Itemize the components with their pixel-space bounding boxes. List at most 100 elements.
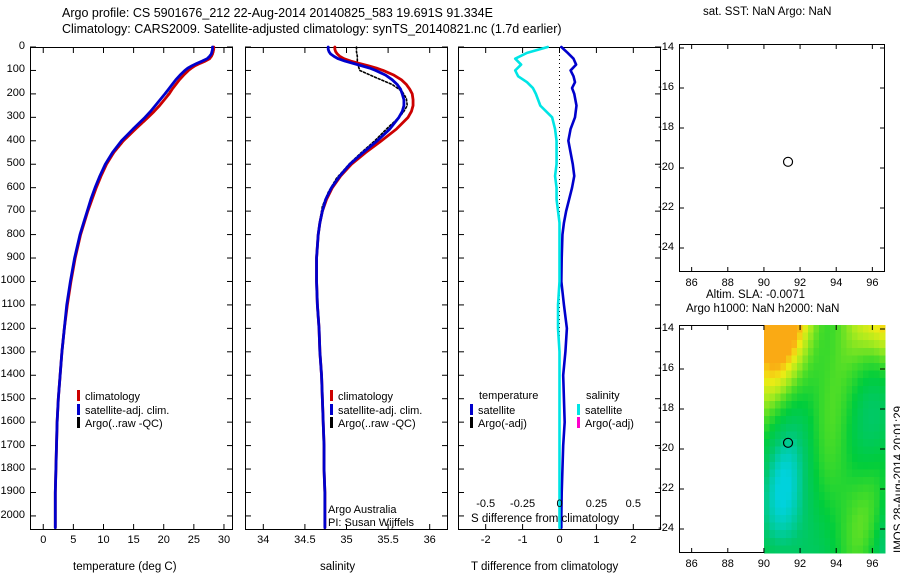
map-y-tick-label: -14 bbox=[658, 41, 674, 53]
sla-title-line-1: Altim. SLA: -0.0071 bbox=[706, 289, 806, 301]
legend-item: Argo(..raw -QC) bbox=[77, 417, 169, 431]
legend-color-swatch bbox=[577, 403, 580, 415]
s-difference-tick-label: -0.25 bbox=[510, 498, 536, 510]
t-difference-axis-label: T difference from climatology bbox=[471, 561, 619, 573]
legend-item-label: satellite bbox=[478, 404, 516, 417]
salinity-tick-label: 34 bbox=[257, 534, 270, 546]
pi-annotation: PI: Susan Wijffels bbox=[328, 517, 414, 529]
legend-item-label: satellite-adj. clim. bbox=[338, 404, 423, 417]
depth-tick-label: 0 bbox=[18, 40, 25, 52]
legend-item-label: Argo(..raw -QC) bbox=[338, 418, 416, 430]
depth-tick-label: 500 bbox=[6, 157, 25, 170]
depth-tick-label: 1900 bbox=[0, 485, 25, 498]
s-difference-tick-label: 0 bbox=[556, 498, 563, 510]
map-x-tick-label: 94 bbox=[830, 558, 843, 570]
temperature-tick-label: 30 bbox=[217, 534, 231, 546]
legend-item-label: climatology bbox=[338, 391, 394, 403]
legend-color-swatch bbox=[330, 390, 333, 401]
legend-title: salinity bbox=[586, 390, 620, 402]
salinity-tick-label: 35 bbox=[340, 534, 353, 546]
temperature-tick-label: 15 bbox=[127, 534, 140, 546]
legend-item-label: Argo(..raw -QC) bbox=[85, 418, 163, 430]
map-y-tick-label: -18 bbox=[658, 402, 674, 414]
s-difference-tick-label: 0.25 bbox=[585, 498, 608, 510]
legend-item-label: satellite bbox=[585, 404, 623, 417]
legend-item: satellite bbox=[577, 403, 634, 418]
temperature-tick-label: 25 bbox=[187, 534, 200, 546]
depth-tick-label: 1600 bbox=[0, 415, 25, 428]
map-y-tick-label: -24 bbox=[658, 522, 674, 534]
s-difference-tick-label: 0.5 bbox=[625, 498, 641, 510]
legend-item-label: Argo(-adj) bbox=[478, 418, 527, 430]
salinity-tick-label: 34.5 bbox=[294, 534, 316, 546]
temperature-legend: climatology satellite-adj. clim. Argo(..ra… bbox=[77, 390, 169, 431]
sla-map-plot-area bbox=[679, 325, 886, 554]
depth-tick-label: 900 bbox=[6, 251, 25, 264]
legend-item: Argo(..raw -QC) bbox=[330, 417, 422, 431]
map-x-tick-label: 90 bbox=[757, 558, 771, 570]
map-x-tick-label: 90 bbox=[757, 277, 771, 289]
map-x-tick-label: 86 bbox=[685, 277, 698, 289]
sst-map-plot-area bbox=[679, 44, 885, 272]
temperature-tick-label: 10 bbox=[97, 534, 110, 546]
t-difference-tick-label: 1 bbox=[593, 534, 600, 546]
legend-item-label: Argo(-adj) bbox=[585, 418, 634, 430]
map-x-tick-label: 92 bbox=[793, 277, 807, 289]
map-x-tick-label: 88 bbox=[721, 558, 734, 570]
s-difference-axis-label: S difference from climatology bbox=[471, 513, 620, 525]
map-x-tick-label: 96 bbox=[866, 277, 879, 289]
temperature-tick-label: 0 bbox=[40, 534, 47, 546]
legend-color-swatch bbox=[577, 417, 580, 428]
legend-color-swatch bbox=[330, 403, 333, 415]
legend-item: Argo(-adj) bbox=[577, 417, 634, 431]
t-difference-tick-label: 0 bbox=[556, 534, 563, 546]
legend-item: satellite-adj. clim. bbox=[330, 403, 423, 418]
legend-item: satellite-adj. clim. bbox=[77, 403, 169, 418]
sst-map-panel bbox=[679, 44, 885, 272]
legend-item-label: climatology bbox=[85, 391, 141, 403]
map-y-tick-label: -22 bbox=[658, 482, 674, 494]
map-y-tick-label: -20 bbox=[658, 161, 674, 173]
depth-tick-label: 600 bbox=[6, 180, 25, 193]
map-y-tick-label: -14 bbox=[658, 322, 674, 334]
legend-color-swatch bbox=[77, 403, 80, 415]
depth-tick-label: 1800 bbox=[0, 462, 25, 475]
legend-color-swatch bbox=[77, 417, 80, 428]
depth-tick-label: 1000 bbox=[0, 274, 25, 287]
depth-tick-label: 1500 bbox=[0, 391, 25, 404]
depth-tick-label: 100 bbox=[6, 63, 25, 76]
depth-tick-label: 1200 bbox=[0, 321, 25, 334]
map-x-tick-label: 86 bbox=[685, 558, 698, 570]
legend-color-swatch bbox=[77, 390, 80, 401]
sst-map-title: sat. SST: NaN Argo: NaN bbox=[703, 6, 832, 18]
difference-salinity-legend: salinity satellite Argo(-adj) bbox=[577, 390, 634, 431]
temperature-axis-label: temperature (deg C) bbox=[73, 561, 177, 573]
depth-tick-label: 200 bbox=[6, 86, 25, 99]
legend-item: climatology bbox=[330, 390, 422, 404]
depth-tick-label: 300 bbox=[6, 110, 25, 123]
map-x-tick-label: 92 bbox=[793, 558, 807, 570]
legend-title: temperature bbox=[479, 390, 539, 402]
depth-tick-label: 800 bbox=[6, 227, 25, 240]
salinity-tick-label: 35.5 bbox=[377, 534, 399, 546]
map-x-tick-label: 88 bbox=[721, 277, 734, 289]
depth-tick-label: 400 bbox=[6, 133, 25, 146]
header-line-1: Argo profile: CS 5901676_212 22-Aug-2014… bbox=[62, 6, 493, 20]
temperature-plot-area bbox=[30, 45, 233, 530]
t-difference-tick-label: -1 bbox=[517, 534, 528, 546]
map-y-tick-label: -20 bbox=[658, 442, 674, 454]
t-difference-tick-label: -2 bbox=[480, 534, 491, 546]
temperature-tick-label: 5 bbox=[70, 534, 77, 546]
salinity-legend: climatology satellite-adj. clim. Argo(..ra… bbox=[330, 390, 422, 431]
difference-plot-area bbox=[458, 45, 661, 530]
salinity-plot-area bbox=[245, 45, 448, 530]
depth-tick-label: 1700 bbox=[0, 438, 25, 451]
map-y-tick-label: -24 bbox=[658, 241, 674, 253]
legend-color-swatch bbox=[330, 417, 333, 428]
map-y-tick-label: -18 bbox=[658, 121, 674, 133]
salinity-tick-label: 36 bbox=[423, 534, 436, 546]
map-y-tick-label: -22 bbox=[658, 201, 674, 213]
difference-temperature-legend: temperature satellite Argo(-adj) bbox=[470, 390, 538, 431]
header-line-2: Climatology: CARS2009. Satellite-adjuste… bbox=[62, 22, 562, 36]
map-y-tick-label: -16 bbox=[658, 81, 674, 93]
